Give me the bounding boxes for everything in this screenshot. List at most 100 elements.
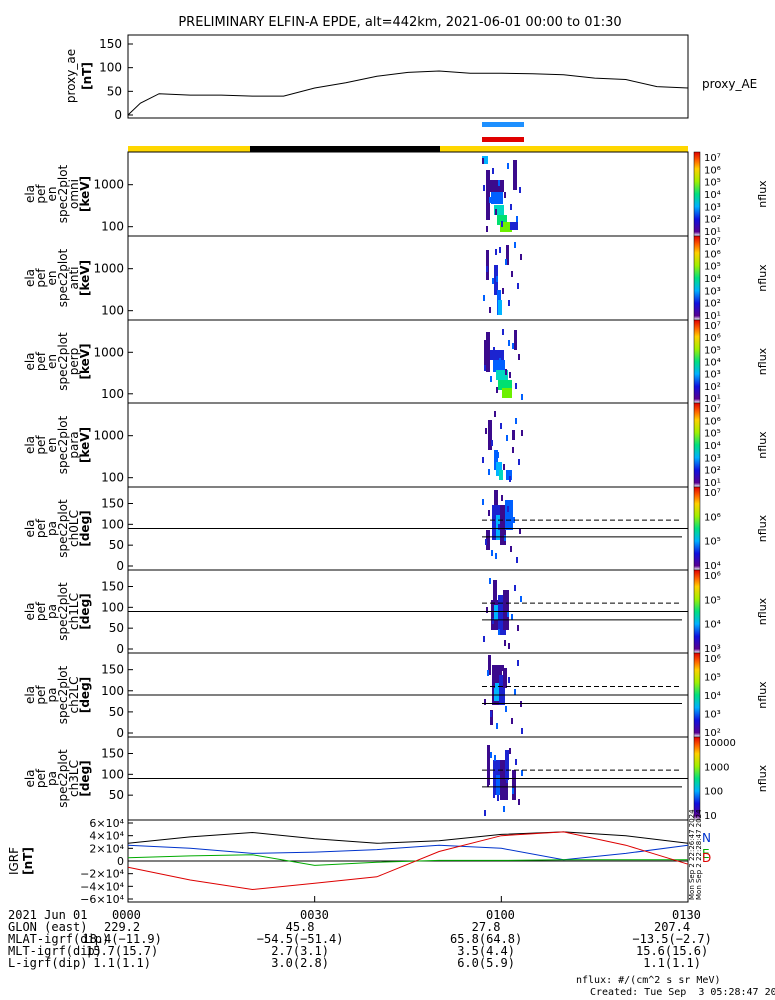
- spectrogram-ylabel: spec2plot: [56, 164, 70, 223]
- spectrogram-ylabel: spec2plot: [56, 582, 70, 641]
- igrf-ylabel-2: [nT]: [21, 847, 35, 875]
- flux-pixel: [486, 530, 490, 550]
- flux-pixel: [506, 245, 509, 265]
- flux-pixel: [496, 723, 498, 729]
- orbit-row-value: 27.8: [471, 920, 501, 934]
- flux-pixel: [488, 510, 490, 516]
- flux-pixel: [511, 718, 513, 724]
- flux-pixel: [488, 469, 490, 475]
- flux-pixel: [519, 528, 521, 534]
- flux-pixel: [485, 428, 487, 434]
- colorbar-tick-label: 10¹: [704, 394, 721, 405]
- igrf-ytick-label: −6×10⁴: [80, 893, 124, 906]
- spectrogram-ytick-label: 100: [101, 387, 124, 401]
- orbit-row-value: 15.7(15.7): [86, 944, 159, 958]
- science-zone-red-marker: [482, 137, 524, 142]
- flux-pixel: [517, 660, 519, 666]
- colorbar-tick-label: 10²: [704, 382, 721, 393]
- orbit-row-label: MLT-igrf(dip): [8, 944, 102, 958]
- spectrogram-ylabel: ch0LC: [67, 510, 81, 547]
- spectrogram-ylabel: spec2plot: [56, 499, 70, 558]
- colorbar-tick-label: 10⁴: [704, 561, 721, 572]
- orbit-row-value: 3.5(4.4): [457, 944, 515, 958]
- colorbar-label: nflux: [756, 264, 769, 292]
- spectrogram-frame: [127, 402, 689, 488]
- orbit-row-value: 207.4: [654, 920, 691, 934]
- colorbar-tick-label: 10⁴: [704, 441, 721, 452]
- flux-pixel: [487, 336, 489, 342]
- spectrogram-ylabel: para: [67, 431, 81, 458]
- colorbar-tick-label: 100: [704, 787, 723, 798]
- colorbar-tick-label: 10³: [704, 370, 721, 381]
- flux-pixel: [487, 670, 489, 676]
- flux-pixel: [494, 683, 500, 701]
- flux-pixel: [504, 535, 506, 541]
- flux-pixel: [486, 332, 490, 372]
- flux-pixel: [499, 694, 501, 700]
- flux-pixel: [509, 748, 511, 754]
- flux-pixel: [483, 636, 485, 642]
- spectrogram-ylabel: en: [45, 187, 59, 202]
- flux-pixel: [482, 499, 484, 505]
- spectrogram-ylabel: [keV]: [78, 343, 92, 379]
- spectrogram-ylabel: ch2LC: [67, 677, 81, 714]
- flux-pixel: [490, 710, 493, 725]
- igrf-ylabel-1: IGRF: [7, 847, 21, 875]
- flux-pixel: [498, 180, 500, 186]
- colorbar-gradient: [693, 402, 701, 488]
- colorbar-gradient: [693, 235, 701, 321]
- spectrogram-ylabel: [keV]: [78, 176, 92, 212]
- flux-pixel: [521, 770, 523, 776]
- colorbar-tick-label: 10⁴: [704, 274, 721, 285]
- colorbar-7: 10⁶ 10⁵ 10⁴ 10³ 10² nflux: [693, 652, 769, 739]
- flux-pixel: [518, 354, 520, 360]
- flux-pixel: [509, 476, 511, 482]
- proxy-ae-frame: [127, 34, 689, 119]
- flux-pixel: [499, 358, 501, 364]
- orbit-row-value: 2.7(3.1): [271, 944, 329, 958]
- flux-pixel: [505, 500, 513, 530]
- spectrogram-ylabel: ela: [23, 769, 37, 787]
- flux-pixel: [517, 625, 519, 631]
- flux-pixel: [500, 766, 502, 772]
- spectrogram-frame: [127, 235, 689, 321]
- orbit-row-value: −54.5(−51.4): [256, 932, 344, 946]
- orbit-row-value: −13.5(−2.7): [632, 932, 712, 946]
- flux-pixel: [496, 370, 508, 380]
- spectrogram-ylabel: en: [45, 271, 59, 286]
- colorbar-tick-label: 10⁷: [704, 237, 721, 248]
- spectrogram-ylabel: anti: [67, 267, 81, 290]
- flux-pixel: [503, 806, 505, 812]
- flux-pixel: [510, 222, 518, 230]
- flux-pixel: [512, 770, 516, 800]
- colorbar-label: nflux: [756, 764, 769, 792]
- flux-pixel: [506, 470, 512, 480]
- flux-pixel: [488, 655, 491, 675]
- colorbar-tick-label: 10³: [704, 453, 721, 464]
- spectrogram-ylabel: ch3LC: [67, 760, 81, 797]
- colorbar-tick-label: 10⁵: [704, 537, 721, 548]
- colorbar-tick-label: 10⁵: [704, 673, 721, 684]
- flux-pixel: [508, 643, 510, 649]
- flux-pixel: [498, 524, 500, 530]
- flux-pixel: [503, 668, 507, 688]
- flux-pixel: [488, 180, 504, 192]
- spectrogram-ytick-label: 100: [101, 684, 124, 698]
- flux-pixel: [497, 215, 507, 225]
- flux-pixel: [485, 539, 487, 545]
- colorbar-tick-label: 10⁴: [704, 190, 721, 201]
- spectrogram-ytick-label: 1000: [93, 345, 124, 359]
- time-tick-label-0000: 0000: [112, 908, 141, 922]
- flux-pixel: [518, 459, 520, 465]
- footer-units: nflux: #/(cm^2 s sr MeV): [576, 975, 721, 986]
- orbit-row-value: 1.1(1.1): [93, 956, 151, 970]
- colorbar-tick-label: 10⁶: [704, 512, 721, 523]
- spectrogram-ylabel: pa: [45, 771, 59, 786]
- flux-pixel: [501, 495, 503, 501]
- flux-pixel: [505, 750, 509, 780]
